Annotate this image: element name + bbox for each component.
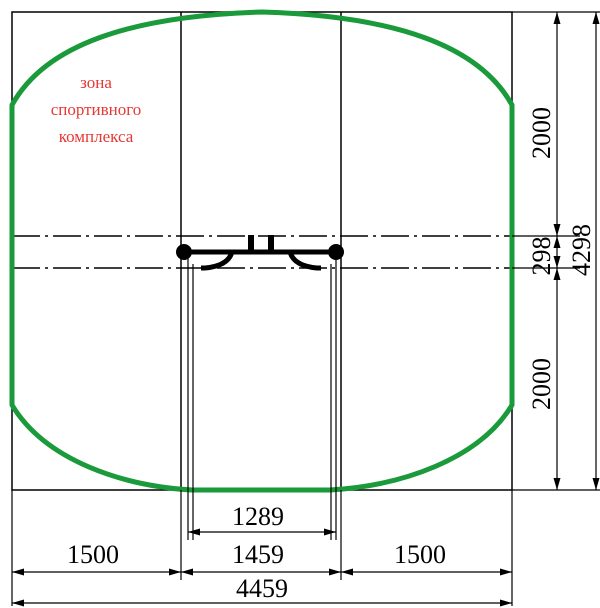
zone-label-line2: спортивного <box>51 100 142 119</box>
sports-zone-outline <box>9 9 515 493</box>
dimension-line-row2 <box>12 568 512 576</box>
dim-middle-height: 298 <box>527 237 556 276</box>
dim-center-width: 1459 <box>232 540 284 569</box>
dimension-line-total-width <box>12 599 512 607</box>
dim-upper-height: 2000 <box>527 107 556 159</box>
dim-total-height: 4298 <box>567 224 596 276</box>
zone-label-line3: комплекса <box>59 127 134 146</box>
dim-total-width: 4459 <box>236 574 288 603</box>
zone-label-line1: зона <box>80 73 112 92</box>
equipment-bar <box>176 235 344 271</box>
dimension-line-inner <box>188 528 336 536</box>
dim-inner-width: 1289 <box>232 502 284 531</box>
dimension-line-right-inner <box>553 12 561 490</box>
dim-right-clearance: 1500 <box>394 540 446 569</box>
dim-lower-height: 2000 <box>527 358 556 410</box>
dim-left-clearance: 1500 <box>67 540 119 569</box>
dimension-line-right-total <box>592 12 600 490</box>
